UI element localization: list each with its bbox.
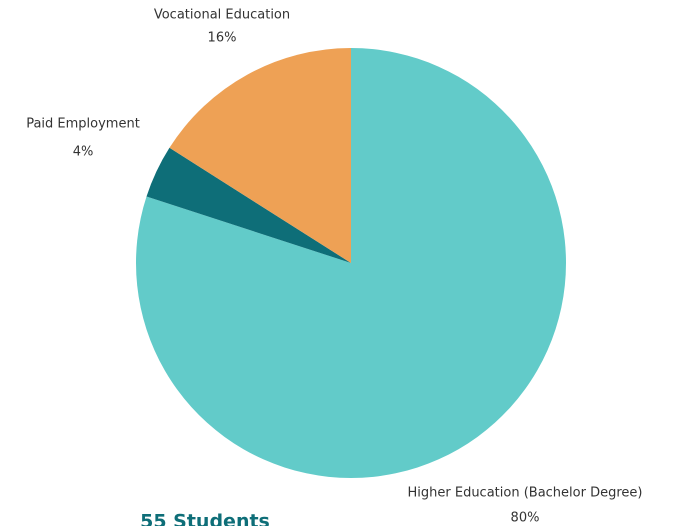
- slice-value: 4%: [73, 145, 94, 160]
- pie-slice: [135, 48, 566, 479]
- student-count: 55 Students: [140, 511, 270, 526]
- pie-slice: [146, 147, 351, 263]
- slice-value: 80%: [511, 511, 540, 526]
- slice-value: 16%: [208, 31, 237, 46]
- pie-slice: [169, 48, 351, 263]
- slice-label: Paid Employment: [26, 117, 140, 132]
- slice-label: Higher Education (Bachelor Degree): [408, 486, 643, 501]
- slice-label: Vocational Education: [154, 8, 290, 23]
